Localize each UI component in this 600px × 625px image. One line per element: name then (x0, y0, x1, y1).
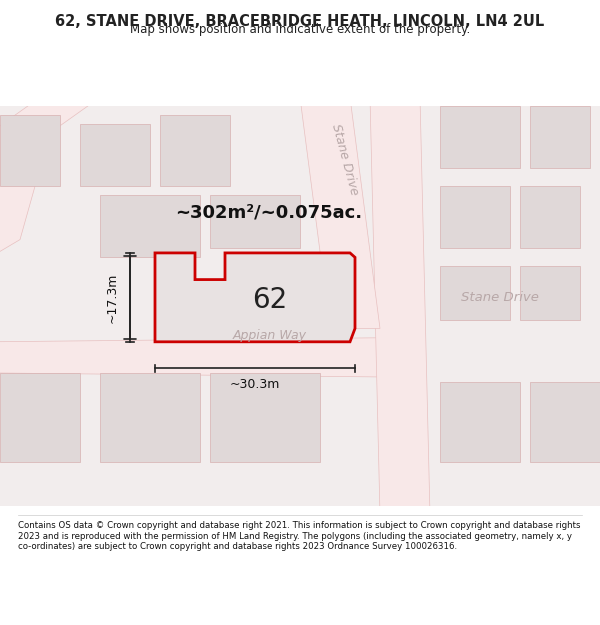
Polygon shape (160, 115, 230, 186)
Polygon shape (0, 98, 100, 258)
Polygon shape (0, 338, 420, 377)
Polygon shape (210, 373, 320, 462)
Text: Map shows position and indicative extent of the property.: Map shows position and indicative extent… (130, 23, 470, 36)
Text: ~17.3m: ~17.3m (106, 272, 119, 322)
Polygon shape (530, 382, 600, 462)
Polygon shape (440, 382, 520, 462)
Polygon shape (440, 186, 510, 249)
Polygon shape (0, 373, 80, 462)
Polygon shape (440, 266, 510, 319)
Text: ~30.3m: ~30.3m (230, 378, 280, 391)
Text: ~302m²/~0.075ac.: ~302m²/~0.075ac. (175, 204, 362, 222)
Polygon shape (155, 253, 355, 342)
Polygon shape (210, 195, 300, 249)
Polygon shape (100, 195, 200, 258)
Polygon shape (370, 98, 430, 515)
Text: Appian Way: Appian Way (233, 329, 307, 342)
Polygon shape (520, 266, 580, 319)
Text: Stane Drive: Stane Drive (461, 291, 539, 304)
Text: 62: 62 (253, 286, 287, 314)
Polygon shape (0, 115, 60, 186)
Polygon shape (300, 98, 380, 329)
Polygon shape (520, 186, 580, 249)
Text: Stane Drive: Stane Drive (329, 122, 361, 197)
Text: Contains OS data © Crown copyright and database right 2021. This information is : Contains OS data © Crown copyright and d… (18, 521, 581, 551)
Polygon shape (80, 124, 150, 186)
Polygon shape (440, 106, 520, 169)
Polygon shape (100, 373, 200, 462)
Polygon shape (530, 106, 590, 169)
Text: 62, STANE DRIVE, BRACEBRIDGE HEATH, LINCOLN, LN4 2UL: 62, STANE DRIVE, BRACEBRIDGE HEATH, LINC… (55, 14, 545, 29)
